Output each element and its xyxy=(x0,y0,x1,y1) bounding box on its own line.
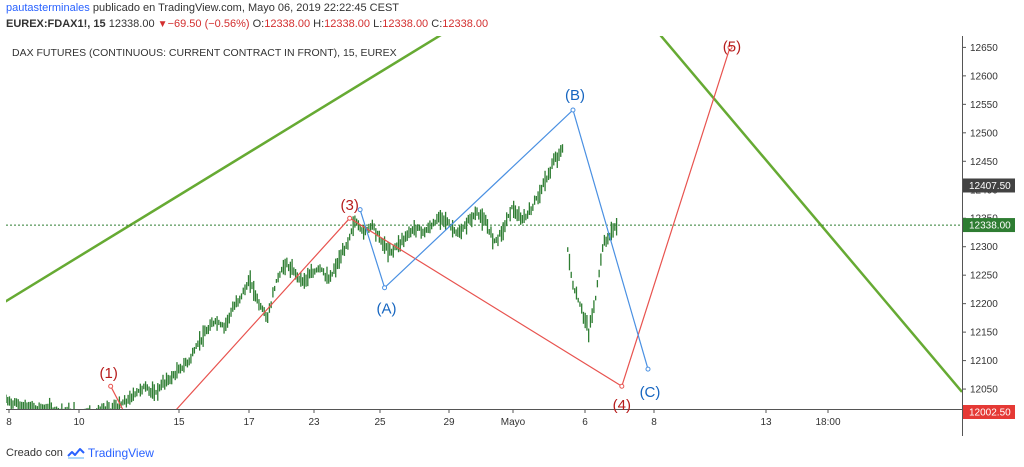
chart-area[interactable]: DAX FUTURES (CONTINUOUS: CURRENT CONTRAC… xyxy=(6,36,1018,436)
corrective-wave-label: (C) xyxy=(640,384,661,401)
time-tick-label: 13 xyxy=(760,417,772,428)
chart-title: DAX FUTURES (CONTINUOUS: CURRENT CONTRAC… xyxy=(12,47,397,59)
price-axis[interactable]: 1205012100121501220012250123001235012400… xyxy=(962,43,1015,419)
price-tick-label: 12200 xyxy=(970,299,998,310)
down-triangle-icon: ▼ xyxy=(157,19,168,30)
time-tick-label: 8 xyxy=(651,417,657,428)
corrective-wave-point[interactable] xyxy=(570,107,576,113)
price-tick-label: 12150 xyxy=(970,328,998,339)
time-tick-label: 15 xyxy=(173,417,185,428)
price-tick-label: 12300 xyxy=(970,242,998,253)
impulse-wave-label: (4) xyxy=(613,397,631,414)
corrective-wave-label: (A) xyxy=(377,301,397,318)
resistance-trendline[interactable] xyxy=(651,36,962,393)
high-value: 12338.00 xyxy=(324,18,371,30)
impulse-wave-point[interactable] xyxy=(347,215,353,221)
price-tick-label: 12450 xyxy=(970,157,998,168)
corrective-wave-point[interactable] xyxy=(382,285,388,291)
high-label: H: xyxy=(313,18,325,30)
publish-line: pautasterminales publicado en TradingVie… xyxy=(6,2,399,14)
impulse-wave-line[interactable] xyxy=(110,47,731,416)
price-badge-label: 12338.00 xyxy=(969,221,1011,232)
support-trendline[interactable] xyxy=(6,36,486,306)
low-value: 12338.00 xyxy=(382,18,429,30)
low-label: L: xyxy=(373,18,383,30)
price-badge-red: 12002.50 xyxy=(963,405,1015,419)
time-tick-label: Mayo xyxy=(501,417,526,428)
impulse-wave-point[interactable] xyxy=(108,383,114,389)
open-value: 12338.00 xyxy=(264,18,311,30)
symbol-label: EUREX:FDAX1!, 15 xyxy=(6,18,106,30)
time-tick-label: 25 xyxy=(374,417,386,428)
tradingview-brand[interactable]: TradingView xyxy=(87,446,154,460)
time-tick-label: 8 xyxy=(6,417,12,428)
time-axis[interactable]: 8 10 15 17 23 25 29 Mayo 6 8 13 18:00 xyxy=(6,409,841,428)
price-tick-label: 12250 xyxy=(970,271,998,282)
close-value: 12338.00 xyxy=(442,18,489,30)
price-change: −69.50 (−0.56%) xyxy=(167,18,250,30)
time-tick-label: 18:00 xyxy=(815,417,840,428)
price-tick-label: 12550 xyxy=(970,100,998,111)
impulse-wave-point[interactable] xyxy=(619,383,625,389)
price-chart[interactable]: DAX FUTURES (CONTINUOUS: CURRENT CONTRAC… xyxy=(6,36,1018,436)
time-tick-label: 6 xyxy=(582,417,588,428)
corrective-wave-point[interactable] xyxy=(645,366,651,372)
price-badge-dark: 12407.50 xyxy=(963,178,1015,193)
corrective-wave-label: (B) xyxy=(565,87,585,104)
price-tick-label: 12050 xyxy=(970,385,998,396)
price-tick-label: 12650 xyxy=(970,43,998,54)
impulse-wave-point[interactable] xyxy=(727,44,733,50)
price-badge-green: 12338.00 xyxy=(963,218,1015,233)
close-label: C: xyxy=(431,18,443,30)
price-tick-label: 12100 xyxy=(970,356,998,367)
price-bars xyxy=(6,144,618,409)
price-badge-label: 12407.50 xyxy=(969,181,1011,192)
author-link[interactable]: pautasterminales xyxy=(6,2,90,14)
time-tick-label: 29 xyxy=(443,417,455,428)
corrective-wave-line[interactable] xyxy=(359,108,649,370)
tradingview-logo-icon xyxy=(67,447,85,459)
open-label: O: xyxy=(252,18,265,30)
price-tick-label: 12600 xyxy=(970,71,998,82)
time-tick-label: 10 xyxy=(73,417,85,428)
impulse-wave-label: (5) xyxy=(723,38,741,55)
created-with-text: Creado con xyxy=(6,447,63,459)
price-badge-label: 12002.50 xyxy=(969,408,1011,419)
price-tick-label: 12500 xyxy=(970,128,998,139)
corrective-wave-point[interactable] xyxy=(357,207,363,213)
time-tick-label: 17 xyxy=(243,417,255,428)
chart-background xyxy=(6,36,1018,436)
time-tick-label: 23 xyxy=(308,417,320,428)
impulse-wave-label: (1) xyxy=(99,365,117,382)
impulse-wave-label: (3) xyxy=(340,197,358,214)
plot-area xyxy=(6,36,962,416)
publish-info: publicado en TradingView.com, Mayo 06, 2… xyxy=(92,2,400,14)
chart-header: pautasterminales publicado en TradingVie… xyxy=(6,2,1016,36)
footer: Creado con TradingView xyxy=(6,444,154,462)
ohlc-line: EUREX:FDAX1!, 15 12338.00 ▼−69.50 (−0.56… xyxy=(6,18,488,30)
last-price: 12338.00 xyxy=(108,18,155,30)
